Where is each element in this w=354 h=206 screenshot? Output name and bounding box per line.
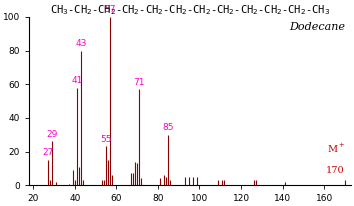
Title: CH$_3$-CH$_2$-CH$_2$-CH$_2$-CH$_2$-CH$_2$-CH$_2$-CH$_2$-CH$_2$-CH$_2$-CH$_2$-CH$: CH$_3$-CH$_2$-CH$_2$-CH$_2$-CH$_2$-CH$_2… [50, 3, 330, 16]
Text: 57: 57 [104, 5, 116, 14]
Text: 41: 41 [71, 76, 82, 85]
Text: 170: 170 [326, 166, 345, 175]
Text: 55: 55 [100, 135, 112, 144]
Text: 85: 85 [162, 123, 174, 132]
Text: Dodecane: Dodecane [289, 22, 345, 32]
Text: M$^+$: M$^+$ [326, 142, 345, 155]
Text: 71: 71 [133, 78, 145, 87]
Text: 27: 27 [42, 149, 53, 157]
Text: 29: 29 [46, 130, 58, 139]
Text: 43: 43 [75, 39, 87, 48]
